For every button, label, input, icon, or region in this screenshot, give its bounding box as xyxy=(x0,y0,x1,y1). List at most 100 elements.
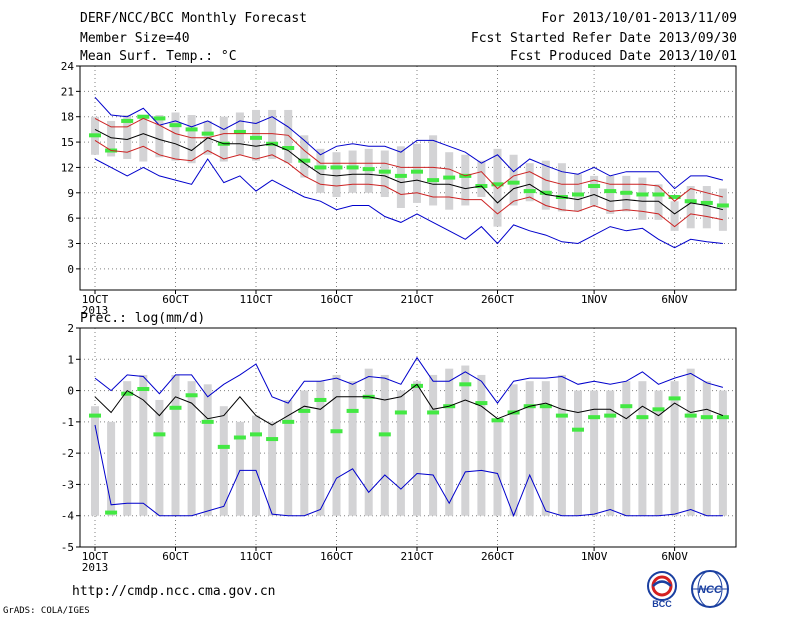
prec-spread-bar xyxy=(187,381,196,516)
temp-xtick-label: 26OCT xyxy=(481,293,514,306)
temp-spread-bar xyxy=(107,120,116,157)
prec-spread-bar xyxy=(557,374,566,516)
prec-xtick-label: 11OCT xyxy=(239,550,272,563)
temp-obs-marker xyxy=(330,165,343,170)
temp-obs-marker xyxy=(427,178,440,183)
temp-spread-bar xyxy=(123,115,132,159)
temp-obs-marker xyxy=(362,167,375,172)
prec-mean-line xyxy=(94,383,724,426)
prec-spread-bar xyxy=(638,381,647,516)
prec-obs-marker xyxy=(572,427,584,432)
prec-spread-bar xyxy=(364,368,373,516)
prec-spread-bar xyxy=(686,368,695,516)
prec-obs-marker xyxy=(668,396,681,401)
temp-spread-bar xyxy=(171,112,180,161)
prec-obs-marker xyxy=(378,432,391,437)
temp-spread-bar xyxy=(219,116,228,162)
temp-spread-bar xyxy=(300,135,309,178)
temp-spread-bar xyxy=(541,160,550,210)
prec-spread-bar xyxy=(155,399,164,516)
temp-spread-bar xyxy=(268,109,277,159)
temp-obs-marker xyxy=(201,131,214,136)
prec-spread-bar xyxy=(670,381,679,516)
prec-spread-bar xyxy=(91,406,99,516)
temp-mean-line xyxy=(94,128,724,215)
prec-obs-marker xyxy=(250,432,262,437)
prec-obs-marker xyxy=(282,419,295,424)
temp-spread-bar xyxy=(606,175,615,214)
prec-obs-marker xyxy=(684,413,697,418)
prec-spread-bar xyxy=(718,390,727,516)
prec-obs-marker xyxy=(217,444,230,449)
temp-spread-bar xyxy=(139,116,148,162)
temp-obs-marker xyxy=(378,169,391,174)
temp-ytick-label: 9 xyxy=(67,187,74,200)
temp-obs-marker xyxy=(346,165,359,170)
temp-obs-marker xyxy=(620,190,633,195)
prec-spread-bar xyxy=(477,374,486,516)
temp-obs-marker xyxy=(716,203,729,208)
temp-spread-bar xyxy=(461,154,470,206)
temp-obs-marker xyxy=(169,123,182,128)
prec-spread-bar xyxy=(702,381,711,516)
temp-obs-marker xyxy=(491,182,504,187)
prec-xtick-label: 21OCT xyxy=(400,550,433,563)
prec-obs-marker xyxy=(491,418,504,423)
prec-obs-marker xyxy=(411,383,423,388)
prec-spread-bar xyxy=(541,381,550,516)
prec-obs-marker xyxy=(700,415,713,420)
temp-xtick-label: 16OCT xyxy=(320,293,353,306)
temp-obs-marker xyxy=(684,199,697,204)
prec-obs-marker xyxy=(588,415,601,420)
temp-obs-marker xyxy=(507,180,520,185)
temp-spread-bar xyxy=(493,148,502,227)
temp-spread-bar xyxy=(702,186,711,229)
prec-xtick-label: 1NOV xyxy=(581,550,608,563)
prec-xtick-label: 6NOV xyxy=(661,550,688,563)
temp-obs-marker xyxy=(588,184,601,189)
prec-frame xyxy=(79,327,737,548)
grads-credit: GrADS: COLA/IGES xyxy=(3,606,90,616)
prec-obs-marker xyxy=(185,393,198,398)
prec-spread-bar xyxy=(396,390,405,516)
prec-ytick-label: 0 xyxy=(67,385,74,398)
prec-obs-marker xyxy=(604,413,617,418)
member-size-label: Member Size=40 xyxy=(80,31,190,46)
prec-spread-bar xyxy=(139,374,148,516)
temp-obs-marker xyxy=(314,165,327,170)
bcc-logo: BCC xyxy=(647,571,677,609)
temp-obs-marker xyxy=(282,145,295,150)
prec-spread-bar xyxy=(235,421,244,516)
temp-spread-bar xyxy=(348,150,357,193)
prec-ytick-label: -3 xyxy=(61,478,74,491)
prec-spread-bar xyxy=(332,374,341,516)
temp-xtick-year: 2013 xyxy=(82,304,109,317)
prec-spread-bar xyxy=(284,399,293,516)
prec-spread-bar xyxy=(574,390,582,516)
temp-spread-bar xyxy=(429,135,438,206)
prec-spread-bar xyxy=(509,384,518,516)
prec-obs-marker xyxy=(636,415,649,420)
svg-text:BCC: BCC xyxy=(652,599,672,609)
prec-ytick-label: 2 xyxy=(67,322,74,335)
temp-spread-bar xyxy=(187,115,196,164)
prec-spread-bar xyxy=(380,374,389,516)
prec-spread-bar xyxy=(429,374,438,516)
temp-min-line xyxy=(94,158,723,249)
temp-spread-bar xyxy=(477,160,486,198)
prec-obs-marker xyxy=(169,405,182,410)
prec-spread-bar xyxy=(622,381,631,516)
prec-spread-bar xyxy=(413,381,421,516)
prec-obs-marker xyxy=(475,401,488,406)
prec-spread-bar xyxy=(300,390,309,516)
temp-xtick-label: 1NOV xyxy=(581,293,608,306)
source-url[interactable]: http://cmdp.ncc.cma.gov.cn xyxy=(72,584,276,599)
temp-spread-bar xyxy=(316,148,325,193)
prec-obs-marker xyxy=(555,413,568,418)
temp-obs-marker xyxy=(604,189,617,194)
prec-spread-bar xyxy=(606,390,615,516)
temp-obs-marker xyxy=(153,116,166,121)
temp-frame xyxy=(79,65,737,291)
temp-obs-marker xyxy=(89,133,101,138)
